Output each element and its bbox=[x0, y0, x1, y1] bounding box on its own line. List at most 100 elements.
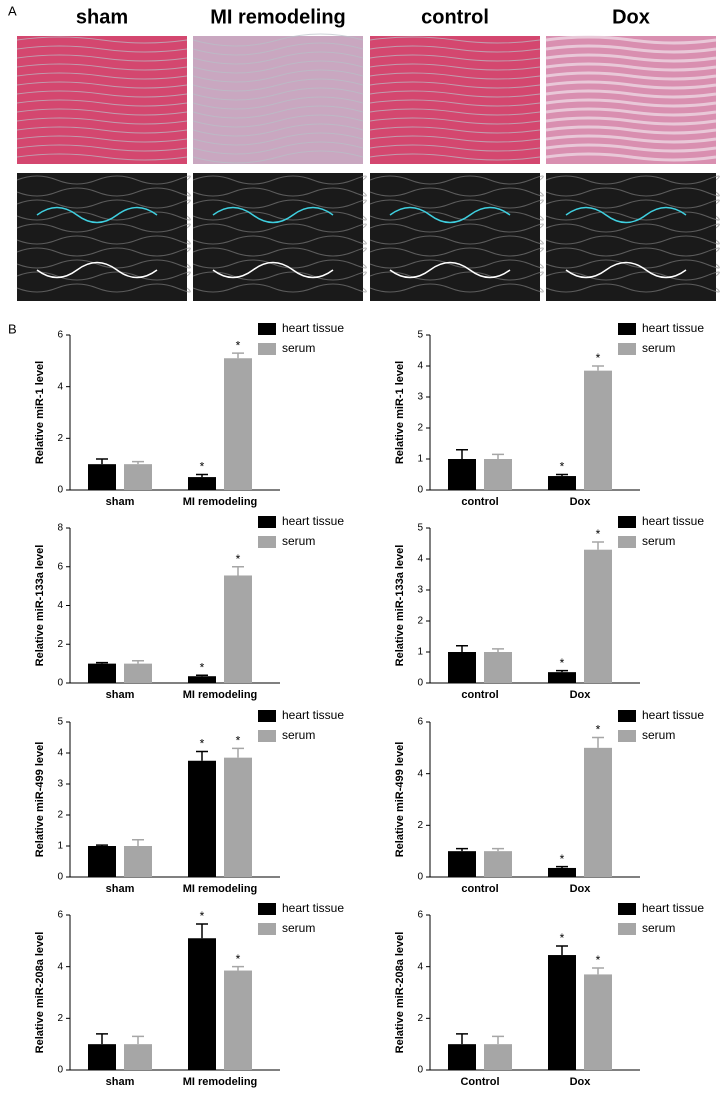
y-tick-label: 0 bbox=[417, 485, 423, 496]
error-bar bbox=[456, 645, 468, 652]
legend-swatch bbox=[258, 730, 276, 742]
echo-texture bbox=[192, 175, 367, 185]
y-tick-label: 3 bbox=[57, 779, 63, 790]
tissue-texture bbox=[545, 152, 717, 162]
tissue-texture bbox=[545, 62, 717, 72]
y-axis-label: Relative miR-499 level bbox=[394, 742, 406, 858]
error-bar bbox=[132, 1035, 144, 1045]
echo-texture bbox=[545, 175, 720, 185]
echo-texture bbox=[369, 211, 544, 221]
tissue-texture bbox=[16, 45, 188, 53]
error-bar bbox=[196, 473, 208, 478]
error-bar bbox=[232, 747, 244, 758]
error-bar bbox=[492, 1035, 504, 1045]
error-bar bbox=[196, 750, 208, 761]
echo-texture bbox=[545, 235, 720, 245]
error-bar bbox=[96, 844, 108, 846]
significance-label: * bbox=[200, 460, 205, 474]
x-tick-label: control bbox=[461, 883, 498, 895]
bar bbox=[88, 464, 116, 490]
significance-label: * bbox=[200, 737, 205, 751]
x-tick-label: sham bbox=[106, 689, 135, 701]
x-tick-label: sham bbox=[106, 1076, 135, 1088]
y-tick-label: 2 bbox=[57, 433, 63, 444]
y-tick-label: 4 bbox=[417, 768, 423, 779]
legend-label: heart tissue bbox=[282, 321, 344, 335]
error-bar bbox=[556, 865, 568, 868]
echo-trace bbox=[212, 261, 334, 279]
y-tick-label: 0 bbox=[417, 1065, 423, 1076]
tissue-texture bbox=[16, 90, 188, 98]
echo-texture bbox=[16, 247, 191, 257]
significance-label: * bbox=[596, 723, 601, 737]
error-bar bbox=[456, 448, 468, 459]
y-tick-label: 5 bbox=[417, 523, 423, 534]
x-tick-label: MI remodeling bbox=[183, 496, 258, 508]
echo-texture bbox=[16, 175, 191, 185]
tissue-texture bbox=[192, 87, 364, 101]
legend-label: serum bbox=[282, 921, 315, 935]
bar bbox=[584, 974, 612, 1070]
x-tick-label: sham bbox=[106, 883, 135, 895]
error-bar bbox=[196, 674, 208, 677]
significance-label: * bbox=[200, 660, 205, 674]
error-bar bbox=[492, 648, 504, 652]
legend-label: heart tissue bbox=[282, 514, 344, 528]
x-tick-label: Dox bbox=[570, 689, 592, 701]
tissue-texture bbox=[545, 80, 717, 90]
echo-image bbox=[546, 173, 716, 301]
tissue-texture bbox=[369, 99, 541, 107]
significance-label: * bbox=[560, 656, 565, 670]
error-bar bbox=[592, 967, 604, 975]
y-axis-label: Relative miR-1 level bbox=[34, 361, 46, 464]
tissue-texture bbox=[545, 98, 717, 108]
bar bbox=[548, 476, 576, 490]
y-axis-label: Relative miR-208a level bbox=[394, 932, 406, 1054]
legend-swatch bbox=[618, 323, 636, 335]
echo-texture bbox=[369, 283, 544, 293]
error-bar bbox=[456, 1033, 468, 1045]
legend-label: heart tissue bbox=[642, 901, 704, 915]
echo-texture bbox=[16, 235, 191, 245]
y-tick-label: 6 bbox=[57, 910, 63, 921]
y-tick-label: 2 bbox=[417, 423, 423, 434]
bar bbox=[584, 747, 612, 877]
error-bar bbox=[592, 736, 604, 748]
tissue-texture bbox=[16, 99, 188, 107]
echo-texture bbox=[545, 283, 720, 293]
legend-swatch bbox=[618, 710, 636, 722]
legend-label: heart tissue bbox=[642, 321, 704, 335]
y-axis-label: Relative miR-499 level bbox=[34, 742, 46, 858]
bar bbox=[448, 459, 476, 490]
error-bar bbox=[96, 458, 108, 465]
echo-texture bbox=[369, 271, 544, 281]
significance-label: * bbox=[200, 909, 205, 923]
significance-label: * bbox=[560, 460, 565, 474]
bar bbox=[124, 846, 152, 877]
tissue-texture bbox=[369, 126, 541, 134]
error-bar bbox=[492, 453, 504, 459]
error-bar bbox=[592, 541, 604, 550]
y-tick-label: 1 bbox=[417, 454, 423, 465]
echo-texture bbox=[545, 223, 720, 233]
tissue-texture bbox=[369, 90, 541, 98]
tissue-texture bbox=[16, 144, 188, 152]
legend-swatch bbox=[258, 516, 276, 528]
echo-image bbox=[193, 173, 363, 301]
echo-texture bbox=[545, 271, 720, 281]
error-bar bbox=[232, 566, 244, 576]
legend-label: heart tissue bbox=[642, 708, 704, 722]
echo-texture bbox=[16, 271, 191, 281]
panel-label: A bbox=[8, 3, 17, 18]
y-tick-label: 2 bbox=[57, 639, 63, 650]
echo-texture bbox=[545, 187, 720, 197]
legend-swatch bbox=[258, 923, 276, 935]
error-bar bbox=[132, 839, 144, 846]
tissue-texture bbox=[369, 153, 541, 161]
bar bbox=[548, 867, 576, 877]
tissue-texture bbox=[192, 51, 364, 65]
echo-texture bbox=[192, 259, 367, 269]
tissue-texture bbox=[369, 108, 541, 116]
tissue-texture bbox=[369, 63, 541, 71]
